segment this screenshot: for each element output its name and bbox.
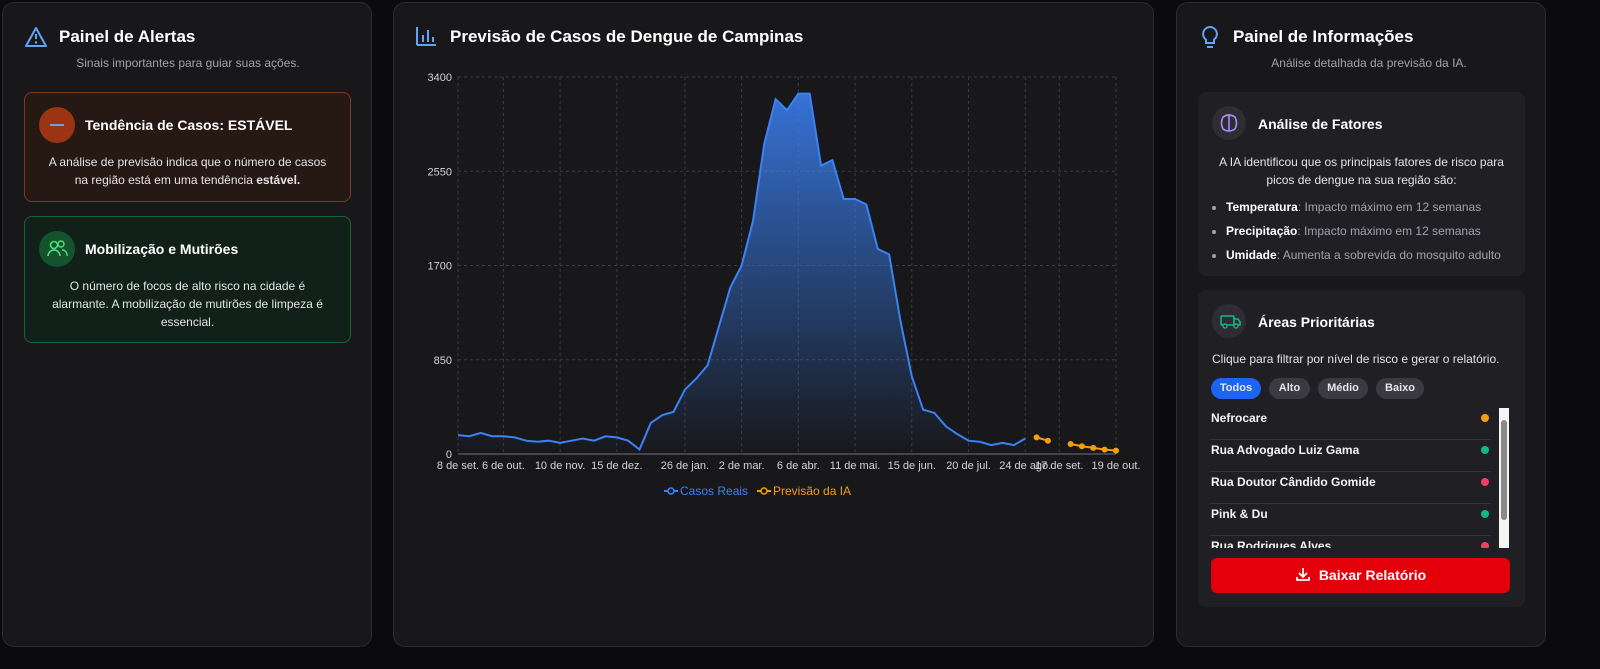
areas-card: Áreas Prioritárias Clique para filtrar p… [1198, 290, 1525, 607]
point [1067, 441, 1074, 448]
area-item[interactable]: Rua Doutor Cândido Gomide [1211, 472, 1491, 504]
panel-title: Painel de Alertas [59, 27, 196, 46]
legend-label: Previsão da IA [773, 484, 851, 498]
factors-intro: A IA identificou que os principais fator… [1219, 155, 1504, 187]
alert-text: A análise de previsão indica que o númer… [41, 153, 334, 189]
alert-card: Tendência de Casos: ESTÁVEL A análise de… [24, 92, 351, 202]
x-tick-label: 10 de nov. [535, 460, 586, 472]
x-tick-label: 19 de out. [1092, 460, 1141, 472]
legend-label: Casos Reais [680, 484, 748, 498]
y-tick-label: 1700 [428, 261, 452, 273]
download-label: Baixar Relatório [1318, 567, 1427, 583]
panel-title: Painel de Informações [1233, 27, 1414, 46]
risk-dot [1481, 510, 1489, 518]
y-tick-label: 0 [446, 449, 452, 461]
areas-icon [1212, 304, 1246, 338]
scrollbar[interactable] [1499, 408, 1509, 548]
download-button[interactable]: Baixar Relatório [1211, 558, 1510, 593]
x-tick-label: 17 de set. [1035, 460, 1083, 472]
x-tick-label: 8 de set. [437, 460, 479, 472]
x-tick-label: 2 de mar. [719, 460, 765, 472]
area-name: Nefrocare [1211, 411, 1268, 425]
card-title: Análise de Fatores [1258, 116, 1383, 132]
area-item[interactable]: Rua Rodrigues Alves [1211, 536, 1491, 548]
factor-item: Precipitação: Impacto máximo em 12 seman… [1226, 219, 1501, 243]
info-icon [1202, 25, 1218, 48]
panel-subtitle: Sinais importantes para guiar suas ações… [76, 56, 300, 70]
line [457, 92, 1026, 452]
point [1113, 447, 1119, 454]
risk-dot [1481, 446, 1489, 454]
legend-swatch [760, 487, 768, 495]
risk-dot [1481, 478, 1489, 486]
alert-emphasis: estável. [256, 173, 301, 187]
chart: Previsão de Casos de Dengue de Campinas … [416, 27, 1141, 498]
alert-text: A análise de previsão indica que o númer… [48, 155, 327, 187]
factors-list: Temperatura: Impacto máximo em 12 semana… [1198, 195, 1501, 267]
scrollbar-thumb[interactable] [1501, 420, 1507, 520]
area-list: Nefrocare Rua Advogado Luiz Gama Rua Douto… [1211, 408, 1497, 548]
card-title: Áreas Prioritárias [1258, 314, 1375, 330]
chart-title: Previsão de Casos de Dengue de Campinas [450, 27, 803, 46]
alert-icon [25, 27, 47, 47]
x-tick-label: 11 de mai. [830, 460, 881, 472]
filter-button[interactable]: Alto [1269, 378, 1310, 399]
x-tick-label: 24 de ago. [999, 460, 1051, 472]
area-item[interactable]: Pink & Du [1211, 504, 1491, 536]
filter-button[interactable]: Baixo [1376, 378, 1424, 399]
legend-swatch [667, 487, 675, 495]
factor-name: Precipitação [1226, 224, 1298, 238]
alert-text: O número de focos de alto risco na cidad… [52, 279, 323, 329]
chart-panel: Previsão de Casos de Dengue de Campinas … [393, 2, 1154, 647]
info-panel: Painel de Informações Análise detalhada … [1176, 2, 1546, 647]
y-tick-label: 850 [434, 355, 452, 367]
factor-text: : Impacto máximo em 12 semanas [1297, 200, 1482, 214]
panel-subtitle: Análise detalhada da previsão da IA. [1271, 56, 1467, 70]
y-tick-label: 2550 [428, 166, 452, 178]
alert-title: Mobilização e Mutirões [85, 241, 239, 257]
alert-icon [39, 231, 75, 267]
x-tick-label: 15 de jun. [888, 460, 936, 472]
point [1033, 434, 1040, 441]
x-tick-label: 26 de jan. [661, 460, 709, 472]
factor-name: Umidade [1226, 248, 1277, 262]
area [458, 93, 1026, 454]
point [1044, 437, 1051, 444]
factors-icon [1212, 106, 1246, 140]
alert-icon [39, 107, 75, 143]
filter-button[interactable]: Todos [1211, 378, 1261, 399]
factor-text: : Aumenta a sobrevida do mosquito adulto [1276, 248, 1501, 262]
x-tick-label: 6 de abr. [777, 460, 820, 472]
y-tick-label: 3400 [428, 72, 452, 84]
alerts-panel: Painel de Alertas Sinais importantes par… [2, 2, 372, 647]
factors-card: Análise de Fatores A IA identificou que … [1198, 92, 1525, 276]
x-tick-label: 6 de out. [482, 460, 525, 472]
area-name: Rua Rodrigues Alves [1211, 539, 1332, 548]
risk-dot [1481, 414, 1489, 422]
area-name: Rua Advogado Luiz Gama [1211, 443, 1360, 457]
x-tick-label: 15 de dez. [591, 460, 642, 472]
chart-icon [416, 27, 436, 46]
area-item[interactable]: Rua Advogado Luiz Gama [1211, 440, 1491, 472]
point [1078, 443, 1085, 450]
filter-button[interactable]: Médio [1318, 378, 1368, 399]
alert-card: Mobilização e Mutirões O número de focos… [24, 216, 351, 343]
factor-item: Umidade: Aumenta a sobrevida do mosquito… [1226, 243, 1501, 267]
alert-title: Tendência de Casos: ESTÁVEL [85, 117, 293, 133]
factor-item: Temperatura: Impacto máximo em 12 semana… [1226, 195, 1501, 219]
areas-instruction: Clique para filtrar por nível de risco e… [1212, 352, 1500, 366]
area-item[interactable]: Nefrocare [1211, 408, 1491, 440]
factor-text: : Impacto máximo em 12 semanas [1297, 224, 1481, 238]
x-tick-label: 20 de jul. [946, 460, 991, 472]
area-name: Pink & Du [1211, 507, 1268, 521]
point [1090, 444, 1097, 451]
risk-dot [1481, 542, 1489, 548]
area-name: Rua Doutor Cândido Gomide [1211, 475, 1376, 489]
factor-name: Temperatura [1226, 200, 1298, 214]
point [1101, 446, 1108, 453]
